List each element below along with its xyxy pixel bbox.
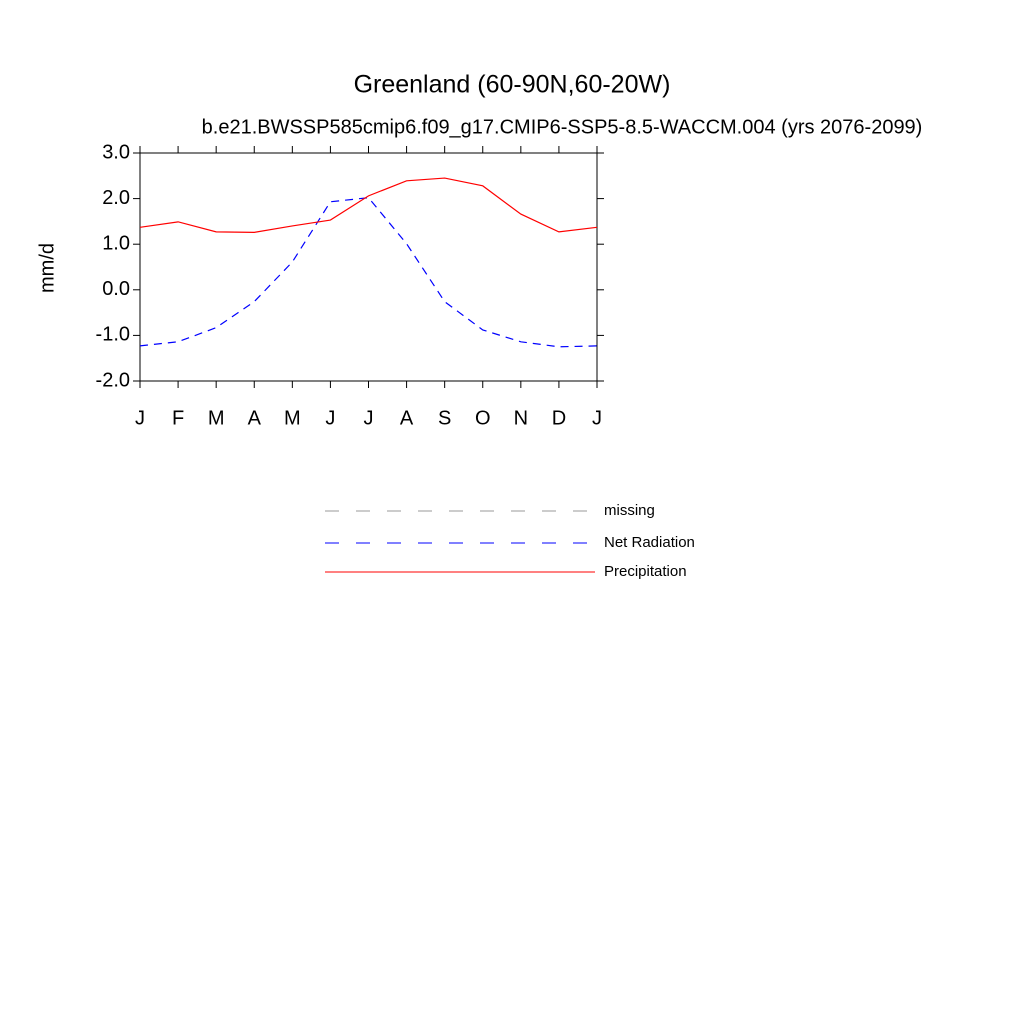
x-tick-label: J xyxy=(364,407,374,429)
x-tick-label: D xyxy=(552,407,566,429)
x-tick-label: J xyxy=(592,407,602,429)
x-tick-label: O xyxy=(475,407,491,429)
series-line xyxy=(139,177,598,233)
plot-frame xyxy=(139,152,598,382)
legend-label: missing xyxy=(604,502,655,519)
legend-label: Net Radiation xyxy=(604,534,695,551)
y-tick-label: 0.0 xyxy=(102,278,130,300)
y-axis-label: mm/d xyxy=(36,243,58,293)
y-tick-label: 3.0 xyxy=(102,141,130,163)
x-tick-label: S xyxy=(438,407,451,429)
x-tick-label: M xyxy=(208,407,225,429)
y-tick-label: -1.0 xyxy=(96,324,130,346)
x-tick-label: J xyxy=(135,407,145,429)
y-tick-label: 2.0 xyxy=(102,187,130,209)
x-tick-label: A xyxy=(400,407,414,429)
x-tick-label: A xyxy=(248,407,262,429)
x-tick-label: M xyxy=(284,407,301,429)
series-line xyxy=(139,197,598,348)
x-tick-label: J xyxy=(325,407,335,429)
legend-label: Precipitation xyxy=(604,563,687,580)
chart-subtitle: b.e21.BWSSP585cmip6.f09_g17.CMIP6-SSP5-8… xyxy=(202,116,923,138)
chart-title: Greenland (60-90N,60-20W) xyxy=(354,71,671,99)
x-tick-label: N xyxy=(514,407,528,429)
y-tick-label: -2.0 xyxy=(96,369,130,391)
y-tick-label: 1.0 xyxy=(102,232,130,254)
x-tick-label: F xyxy=(172,407,184,429)
